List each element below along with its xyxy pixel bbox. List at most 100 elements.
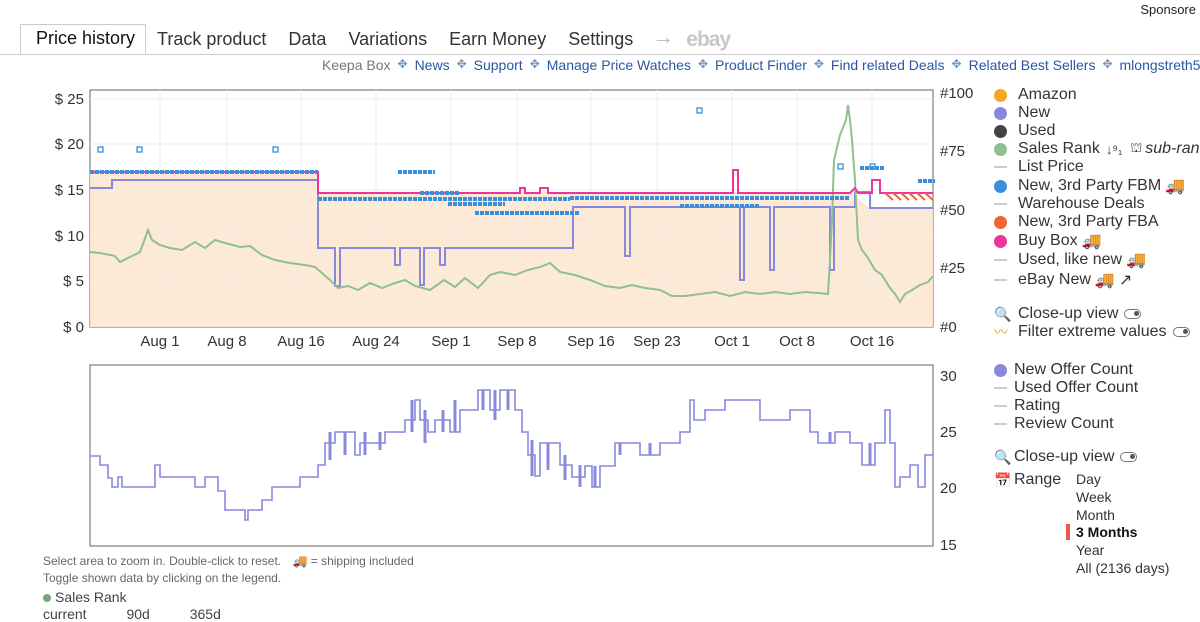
legend-label: Sales Rank [1018,140,1100,157]
sales-rank-dot-icon [994,142,1007,156]
x-tick-label: Oct 8 [779,333,815,350]
find-related-deals-link[interactable]: Find related Deals [830,57,945,73]
fba-markers [884,192,934,201]
user-link[interactable]: mlongstreth5 [1119,57,1200,73]
truck-icon: 🚚 [1165,178,1186,195]
closeup-toggle-2[interactable]: 🔍 Close-up view [994,448,1138,466]
legend-label: New Offer Count [1014,361,1133,378]
tab-settings[interactable]: Settings [568,29,634,49]
x-tick-label: Sep 1 [431,333,470,350]
range-all[interactable]: All (2136 days) [1076,560,1170,576]
offer-count-chart[interactable]: 15 20 25 30 [0,360,1200,560]
tab-ebay[interactable]: ebay [686,28,731,51]
rank-tick-label: #0 [940,319,957,336]
legend-warehouse[interactable]: Warehouse Deals [994,195,1145,213]
related-best-sellers-link[interactable]: Related Best Sellers [968,57,1096,73]
price-history-chart[interactable]: $ 0 $ 5 $ 10 $ 15 $ 20 $ 25 #0 #25 #50 #… [0,80,1200,440]
tab-data[interactable]: Data [288,29,327,49]
toggle-hint: Toggle shown data by clicking on the leg… [43,571,282,585]
rank-tick-label: #100 [940,85,973,102]
legend-label: New, 3rd Party FBM [1018,177,1162,194]
truck-icon: 🚚 [1081,233,1102,250]
list-price-line-icon [994,166,1007,168]
price-x-axis: Aug 1 Aug 8 Aug 16 Aug 24 Sep 1 Sep 8 Se… [140,333,894,350]
shipping-note: = shipping included [310,554,414,568]
legend-new[interactable]: New [994,104,1050,122]
legend-new-fba[interactable]: New, 3rd Party FBA [994,213,1159,231]
range-3-months[interactable]: 3 Months [1076,524,1138,540]
new-offer-count-line [90,389,933,521]
range-selected-indicator [1066,524,1070,540]
legend-label: Warehouse Deals [1018,195,1145,212]
offer-plot-area [89,364,934,547]
separator-icon: ✥ [697,57,709,71]
range-month[interactable]: Month [1076,507,1115,523]
closeup-toggle[interactable]: 🔍 Close-up view [994,305,1142,323]
legend-used[interactable]: Used [994,122,1055,140]
separator-icon: ✥ [813,57,824,71]
tab-bar: Price history Track product Data Variati… [20,24,734,54]
sales-rank-summary-label: Sales Rank [55,589,127,605]
legend-label: New [1018,104,1051,121]
sort-icon: ↓⁹₁ [1105,141,1123,157]
legend-sales-rank[interactable]: Sales Rank ↓⁹₁ ⛫ sub-rank [994,140,1200,158]
external-link-icon[interactable]: ↗ [1118,272,1133,289]
tab-earn-money[interactable]: Earn Money [449,29,547,49]
range-day[interactable]: Day [1076,471,1101,487]
rank-tick-label: #50 [940,202,965,219]
y-tick-label: $ 0 [63,319,84,336]
legend-amazon[interactable]: Amazon [994,86,1077,104]
toggle-switch-icon[interactable] [1124,309,1142,319]
legend-used-offer-count[interactable]: Used Offer Count [994,379,1138,397]
magnifier-icon: 🔍 [994,305,1012,322]
legend-new-fbm[interactable]: New, 3rd Party FBM 🚚 [994,177,1185,195]
range-year[interactable]: Year [1076,542,1105,558]
sales-rank-summary-title: Sales Rank [43,589,127,605]
zoom-hint-text: Select area to zoom in. Double-click to … [43,554,282,568]
buy-box-dot-icon [994,234,1007,248]
tab-track-product[interactable]: Track product [157,29,267,49]
truck-icon: 🚚 [1094,272,1115,289]
offer-count-dense [328,390,872,487]
tab-divider [0,54,1200,55]
offer-y-tick: 20 [940,480,957,497]
legend-label: New, 3rd Party FBA [1018,213,1159,230]
x-tick-label: Aug 1 [140,333,179,350]
support-link[interactable]: Support [473,57,523,73]
filter-extreme-toggle[interactable]: 〰 Filter extreme values [994,323,1190,341]
legend-label: Used, like new [1018,251,1123,268]
legend-review-count[interactable]: Review Count [994,415,1114,433]
rank-tick-label: #25 [940,260,965,277]
tab-variations[interactable]: Variations [348,29,428,49]
keepa-box-link[interactable]: Keepa Box [322,57,391,73]
sub-rank-label[interactable]: sub-rank [1145,140,1200,157]
legend-used-like-new[interactable]: Used, like new 🚚 [994,251,1146,269]
legend-list-price[interactable]: List Price [994,158,1084,176]
legend-ebay-new[interactable]: eBay New 🚚 ↗ [994,271,1132,289]
range-week[interactable]: Week [1076,489,1112,505]
calendar-icon: 📅 [994,471,1012,488]
truck-icon: 🚚 [1126,252,1146,269]
legend-rating[interactable]: Rating [994,397,1060,415]
x-tick-label: Aug 24 [352,333,400,350]
legend-buy-box[interactable]: Buy Box 🚚 [994,232,1102,250]
legend-label: Filter extreme values [1018,323,1167,340]
sales-rank-columns: current 90d 365d [43,606,257,622]
toggle-switch-icon[interactable] [1120,452,1138,462]
legend-label: Used [1018,122,1056,139]
separator-icon: ✥ [951,57,962,71]
separator-icon: ✥ [456,57,467,71]
toggle-switch-icon[interactable] [1172,327,1190,337]
news-link[interactable]: News [414,57,450,73]
fba-dot-icon [994,215,1007,229]
legend-new-offer-count[interactable]: New Offer Count [994,361,1133,379]
y-tick-label: $ 10 [55,228,84,245]
manage-price-watches-link[interactable]: Manage Price Watches [546,57,691,73]
legend-label: Amazon [1018,86,1077,103]
legend-label: List Price [1018,158,1084,175]
legend-label: Range [1014,471,1062,488]
col-90d: 90d [126,606,150,622]
tab-price-history[interactable]: Price history [20,24,147,54]
rating-line-icon [994,405,1007,407]
product-finder-link[interactable]: Product Finder [715,57,807,73]
